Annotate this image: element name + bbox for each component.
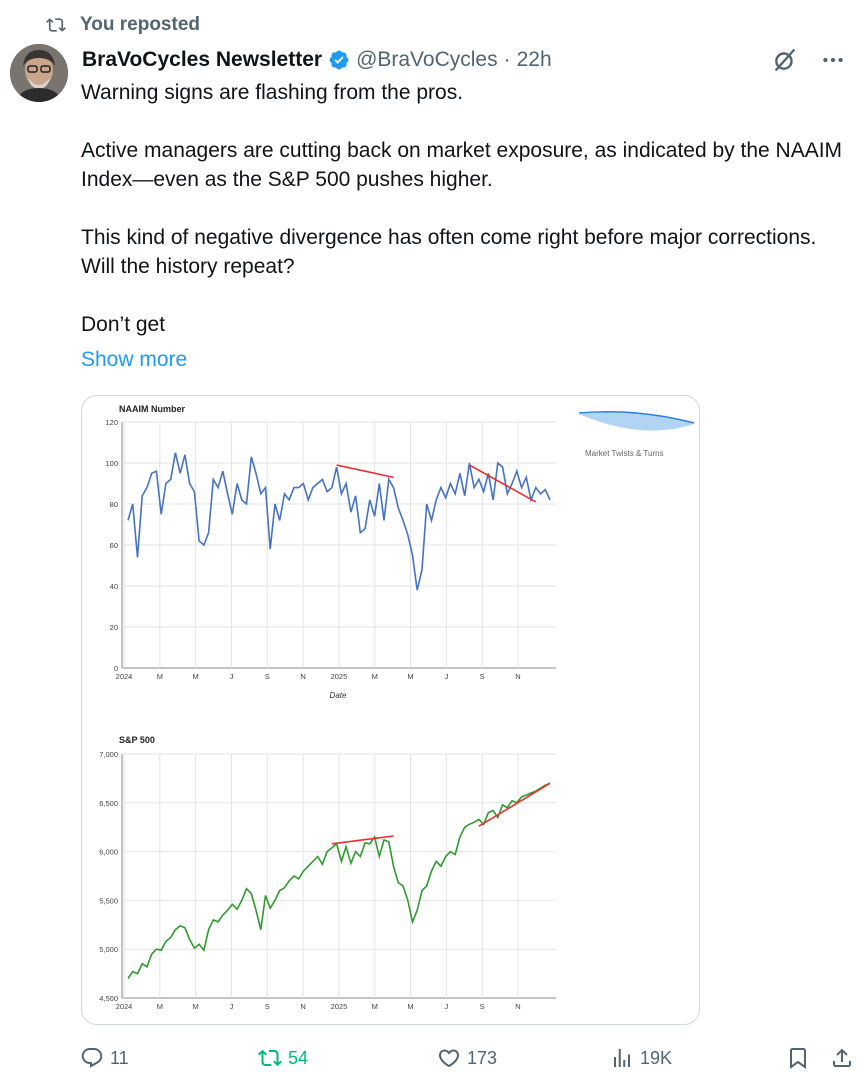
repost-context-label: You reposted	[80, 14, 200, 35]
x-tick-label: 2024	[116, 672, 133, 681]
like-count: 173	[467, 1047, 498, 1068]
watermark-text: Market Twists & Turns	[585, 449, 664, 458]
x-tick-label: S	[265, 672, 270, 681]
x-tick-label: N	[515, 1002, 520, 1011]
x-tick-label: J	[444, 672, 448, 681]
x-tick-label: N	[300, 672, 305, 681]
repost-context[interactable]: You reposted	[46, 12, 200, 38]
tweet-text: Warning signs are flashing from the pros…	[81, 78, 856, 339]
divergence-trendline	[331, 835, 394, 845]
tweet-paragraph: Don’t get	[81, 313, 166, 336]
author-name[interactable]: BraVoCycles Newsletter	[82, 48, 323, 71]
x-tick-label: N	[515, 672, 520, 681]
verified-badge-icon	[329, 50, 349, 70]
views-button[interactable]: 19K	[610, 1040, 672, 1076]
y-tick-label: 40	[110, 582, 118, 591]
x-tick-label: M	[157, 1002, 163, 1011]
sp500-series-line	[127, 782, 551, 979]
x-tick-label: 2025	[331, 1002, 348, 1011]
avatar[interactable]	[10, 44, 68, 102]
y-tick-label: 120	[105, 418, 118, 427]
naaim-chart: NAAIM Number 120 100 80 60 40 20 0 2024 M M J S N 20…	[105, 404, 556, 700]
share-button[interactable]	[830, 1040, 854, 1076]
repost-count: 54	[288, 1047, 309, 1068]
y-tick-label: 80	[110, 500, 118, 509]
naaim-series-line	[127, 452, 551, 591]
y-tick-label: 5,000	[99, 945, 118, 954]
reply-icon	[81, 1048, 103, 1068]
y-tick-label: 4,500	[99, 994, 118, 1003]
sp500-chart: S&P 500 7,000 6,500 6,000 5,500 5,000 4,500 2…	[99, 735, 556, 1011]
heart-icon	[438, 1049, 460, 1068]
divergence-trendline	[469, 464, 537, 503]
divergence-trendline	[478, 782, 551, 827]
x-tick-label: S	[480, 1002, 485, 1011]
x-tick-label: M	[157, 672, 163, 681]
reply-count: 11	[110, 1047, 129, 1068]
x-tick-label: 2024	[116, 1002, 133, 1011]
media-image[interactable]: Market Twists & Turns NAAIM Number 120 10…	[81, 395, 700, 1025]
y-tick-label: 60	[110, 541, 118, 550]
x-tick-label: J	[230, 672, 234, 681]
y-tick-label: 7,000	[99, 750, 118, 759]
tweet-paragraph: Warning signs are flashing from the pros…	[81, 81, 464, 104]
tweet-paragraph: This kind of negative divergence has oft…	[81, 226, 817, 278]
x-tick-label: 2025	[331, 672, 348, 681]
watermark-swoosh-line	[578, 411, 695, 424]
share-icon	[833, 1048, 851, 1067]
bookmark-icon	[790, 1048, 806, 1069]
view-count: 19K	[640, 1047, 673, 1068]
y-tick-label: 0	[114, 664, 118, 673]
grok-icon[interactable]	[772, 47, 798, 73]
x-tick-label: J	[230, 1002, 234, 1011]
bookmark-button[interactable]	[786, 1040, 810, 1076]
x-tick-label: N	[300, 1002, 305, 1011]
analytics-icon	[614, 1049, 630, 1067]
divergence-trendline	[336, 464, 394, 479]
x-tick-label: S	[480, 672, 485, 681]
author-handle[interactable]: @BraVoCycles	[356, 48, 498, 71]
x-axis-label: Date	[330, 691, 347, 700]
reply-button[interactable]: 11	[80, 1040, 129, 1076]
more-options-icon[interactable]	[820, 47, 846, 73]
watermark-swoosh	[579, 412, 694, 431]
action-bar: 11 54 173 19K	[0, 1040, 866, 1076]
tweet-paragraph: Active managers are cutting back on mark…	[81, 139, 843, 191]
x-tick-label: M	[193, 672, 199, 681]
repost-button[interactable]: 54	[258, 1040, 308, 1076]
charts-image: Market Twists & Turns NAAIM Number 120 10…	[99, 404, 695, 1011]
show-more-link[interactable]: Show more	[81, 348, 188, 371]
x-tick-label: M	[407, 672, 413, 681]
y-tick-label: 20	[110, 623, 118, 632]
tweet-header: BraVoCycles Newsletter @BraVoCycles · 22…	[82, 44, 846, 76]
y-tick-label: 6,000	[99, 848, 118, 857]
like-button[interactable]: 173	[437, 1040, 497, 1076]
x-tick-label: S	[265, 1002, 270, 1011]
x-tick-label: M	[372, 672, 378, 681]
chart-title: S&P 500	[119, 735, 155, 745]
separator-dot: ·	[503, 48, 511, 71]
x-tick-label: M	[193, 1002, 199, 1011]
post-time[interactable]: 22h	[516, 48, 552, 71]
x-tick-label: M	[372, 1002, 378, 1011]
y-tick-label: 5,500	[99, 896, 118, 905]
x-tick-label: J	[444, 1002, 448, 1011]
x-tick-label: M	[407, 1002, 413, 1011]
repost-icon	[46, 18, 66, 32]
y-tick-label: 100	[105, 459, 118, 468]
y-tick-label: 6,500	[99, 799, 118, 808]
repost-icon	[258, 1049, 282, 1067]
chart-title: NAAIM Number	[119, 404, 185, 414]
